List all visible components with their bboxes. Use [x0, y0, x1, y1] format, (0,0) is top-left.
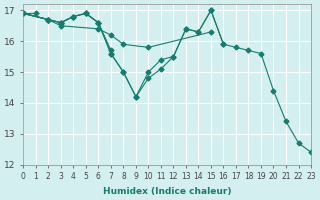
X-axis label: Humidex (Indice chaleur): Humidex (Indice chaleur) [103, 187, 231, 196]
